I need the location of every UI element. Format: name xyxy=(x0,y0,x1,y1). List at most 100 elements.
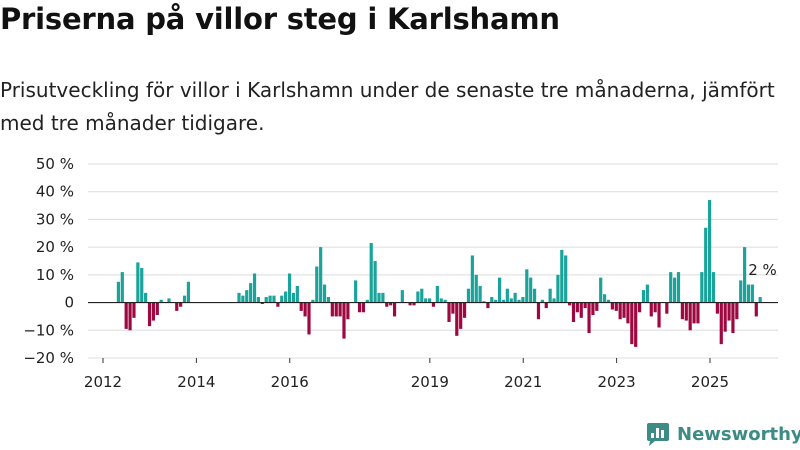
bar xyxy=(680,302,684,320)
bar xyxy=(462,302,467,318)
bar xyxy=(412,302,416,306)
bar xyxy=(182,295,187,303)
bar xyxy=(474,274,478,303)
bar xyxy=(657,302,661,328)
bar xyxy=(147,302,152,327)
bar xyxy=(544,302,548,309)
bar xyxy=(287,273,292,303)
bar xyxy=(124,302,128,329)
bar xyxy=(669,272,673,303)
bar xyxy=(237,292,241,303)
bar xyxy=(564,255,568,303)
bar xyxy=(688,302,692,331)
bar xyxy=(494,299,498,303)
bar xyxy=(159,299,163,303)
bar xyxy=(630,302,634,345)
bar xyxy=(346,302,350,320)
bar xyxy=(315,266,319,303)
bar xyxy=(260,302,264,304)
bar xyxy=(696,302,700,324)
bar xyxy=(400,290,404,303)
bar xyxy=(357,302,362,313)
y-tick-label: 10 % xyxy=(36,266,74,284)
bar xyxy=(653,302,657,313)
bar xyxy=(443,299,447,303)
bar xyxy=(638,302,642,313)
bar xyxy=(451,302,455,314)
bar xyxy=(587,302,591,334)
bar xyxy=(560,249,564,303)
bar xyxy=(455,302,459,336)
bar xyxy=(322,284,327,303)
bar xyxy=(369,242,373,303)
bar xyxy=(517,299,521,303)
y-tick-label: 0 xyxy=(64,294,74,312)
bar xyxy=(676,272,681,303)
last-value-label: 2 % xyxy=(748,261,777,279)
bar xyxy=(416,291,420,303)
bars xyxy=(116,200,762,347)
bar xyxy=(392,302,397,317)
bar xyxy=(175,302,179,311)
x-tick-label: 2016 xyxy=(271,373,309,391)
bar xyxy=(334,302,338,317)
bar xyxy=(606,299,611,303)
bar xyxy=(447,302,451,322)
bar xyxy=(276,302,280,307)
bar xyxy=(330,302,334,317)
bar xyxy=(743,247,747,303)
bar xyxy=(521,297,525,303)
chart-title: Priserna på villor steg i Karlshamn xyxy=(0,2,560,36)
bar xyxy=(116,281,120,303)
bar xyxy=(754,302,758,317)
gridlines xyxy=(88,163,778,359)
bar xyxy=(427,298,432,303)
bar xyxy=(486,302,490,309)
bar xyxy=(645,284,649,303)
bar xyxy=(326,297,331,303)
bar xyxy=(167,298,171,303)
bar xyxy=(256,297,261,303)
bar xyxy=(704,227,708,303)
x-tick-label: 2012 xyxy=(84,373,122,391)
y-axis-labels: 50 % 40 % 30 % 20 % 10 % 0 −10 % −20 % xyxy=(23,155,74,367)
bar xyxy=(381,292,385,303)
bar xyxy=(284,291,288,303)
bar xyxy=(552,298,556,303)
bar xyxy=(595,302,599,311)
bar xyxy=(715,302,719,314)
bar xyxy=(272,295,276,303)
bar xyxy=(268,295,272,303)
bar xyxy=(144,292,148,303)
bar xyxy=(556,274,560,303)
bar xyxy=(482,301,486,303)
bar xyxy=(373,261,377,303)
bar xyxy=(431,302,436,307)
x-tick-label: 2021 xyxy=(504,373,542,391)
bar xyxy=(365,299,369,303)
bar xyxy=(618,302,622,320)
bar xyxy=(649,302,653,317)
brand-name: Newsworthy xyxy=(677,423,800,445)
bar xyxy=(513,292,517,303)
bar xyxy=(420,288,424,303)
bar xyxy=(673,277,677,303)
bar-chart: 50 % 40 % 30 % 20 % 10 % 0 −10 % −20 % 2012 2014… xyxy=(23,155,778,391)
bar xyxy=(735,302,739,320)
x-tick-label: 2025 xyxy=(691,373,729,391)
bar xyxy=(470,255,474,303)
bar xyxy=(727,302,731,321)
y-tick-label: 50 % xyxy=(36,155,74,173)
bar xyxy=(435,285,439,303)
bar xyxy=(439,298,443,303)
bar xyxy=(241,295,245,303)
x-axis-labels: 2012 2014 2016 2019 2021 2023 2025 xyxy=(84,358,729,391)
y-tick-label: −20 % xyxy=(23,349,74,367)
bar xyxy=(408,302,412,306)
bar xyxy=(746,284,751,303)
bar xyxy=(490,297,494,303)
bar xyxy=(532,288,537,303)
bar xyxy=(128,302,132,331)
bar xyxy=(505,288,509,303)
bar xyxy=(610,302,614,310)
